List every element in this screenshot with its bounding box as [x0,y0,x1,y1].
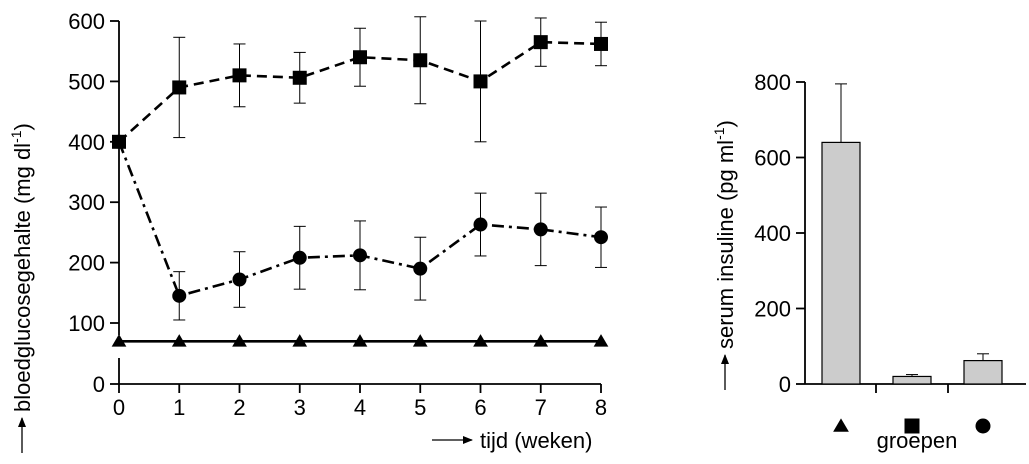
glucose-series-square [112,16,608,149]
glucose-point-circle [594,230,608,245]
glucose-y-tick-label: 100 [68,311,105,336]
glucose-point-circle [533,222,548,237]
glucose-y-tick-label: 500 [68,69,105,94]
glucose-line-chart: 0 100 200 300 400 500 600 0 1 2 3 4 5 6 7 8 bloedgluco… [8,9,609,453]
glucose-x-tick-label: 2 [233,395,245,420]
glucose-x-tick-label: 3 [294,395,306,420]
glucose-y-tick-label: 200 [68,251,105,276]
insulin-bars [821,83,1003,385]
glucose-point-triangle [533,334,549,347]
glucose-point-circle [413,261,428,276]
glucose-x-axis-label: tijd (weken) [432,428,592,453]
glucose-point-square [292,70,307,85]
glucose-point-triangle [352,334,368,347]
glucose-x-label: tijd (weken) [480,428,592,453]
glucose-x-tick-label: 6 [474,395,486,420]
glucose-point-square [353,50,367,65]
glucose-point-triangle [232,334,247,347]
glucose-point-square [533,35,548,50]
glucose-point-square [232,68,247,83]
glucose-point-circle [473,217,488,232]
glucose-x-tick-label: 1 [173,395,185,420]
insulin-bar-square [892,375,932,385]
insulin-x-label: groepen [877,428,958,453]
insulin-y-tick-label: 0 [779,372,791,397]
glucose-x-tick-label: 0 [113,395,125,420]
glucose-y-axis-label: bloedglucosegehalte (mg dl-1) [8,123,35,453]
glucose-point-circle [172,288,187,303]
glucose-line-square [118,40,602,143]
glucose-y-tick-label: 600 [68,9,105,34]
glucose-x-tick-label: 8 [595,395,607,420]
glucose-point-square [413,53,428,68]
glucose-series [111,16,609,347]
glucose-point-triangle [473,334,488,347]
insulin-y-label: serum insuline (pg ml-1) [711,120,738,349]
glucose-y-tick-label: 0 [93,372,105,397]
insulin-bar-triangle [821,141,861,385]
glucose-y-label: bloedglucosegehalte (mg dl-1) [8,123,35,412]
glucose-point-circle [232,272,247,287]
insulin-bar-circle [963,359,1003,385]
insulin-category-square-icon [904,418,920,434]
glucose-point-circle [353,248,367,263]
insulin-category-markers [833,418,991,434]
insulin-bar-chart: 0 200 400 600 800 serum insuline (pg ml-1) g… [711,70,1026,453]
glucose-x-tick-label: 4 [354,395,366,420]
insulin-y-axis-label: serum insuline (pg ml-1) [711,120,738,390]
glucose-point-triangle [171,334,187,347]
glucose-series-triangle [111,334,609,347]
glucose-series-circle [112,134,608,321]
insulin-category-circle-icon [975,418,991,434]
insulin-y-tick-label: 400 [754,221,791,246]
glucose-point-circle [292,250,307,265]
glucose-point-triangle [111,334,127,347]
glucose-point-square [172,80,187,95]
glucose-point-square [473,74,488,89]
glucose-point-circle [112,134,126,149]
glucose-point-triangle [292,334,308,347]
glucose-x-tick-label: 7 [535,395,547,420]
insulin-y-ticks: 0 200 400 600 800 [754,70,805,397]
glucose-x-ticks: 0 1 2 3 4 5 6 7 8 [113,384,607,420]
insulin-y-tick-label: 600 [754,146,791,171]
glucose-y-tick-label: 300 [68,190,105,215]
glucose-x-tick-label: 5 [414,395,426,420]
glucose-point-triangle [412,334,428,347]
glucose-point-square [594,36,608,51]
glucose-y-tick-label: 400 [68,130,105,155]
insulin-y-tick-label: 200 [754,297,791,322]
insulin-category-triangle-icon [833,418,849,432]
insulin-y-tick-label: 800 [754,70,791,95]
glucose-point-triangle [593,334,609,347]
glucose-y-ticks: 0 100 200 300 400 500 600 [68,9,119,397]
